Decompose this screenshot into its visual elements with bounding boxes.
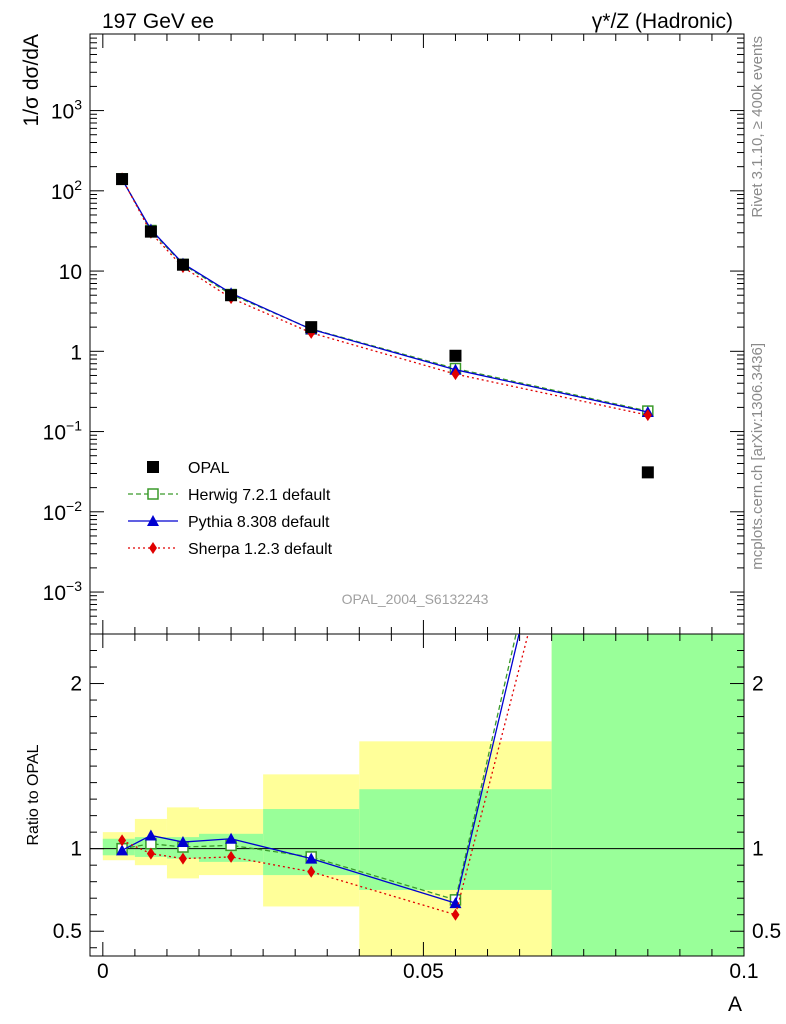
sherpa-main-point <box>451 368 460 381</box>
legend-marker <box>147 488 159 500</box>
sherpa-ratio-point <box>451 908 460 921</box>
sherpa-ratio-point <box>227 850 236 863</box>
y-tick-label: 102 <box>51 177 82 204</box>
series-layer <box>116 172 654 921</box>
y-tick-label: 10−3 <box>43 578 83 605</box>
ratio-panel-frame <box>89 633 745 957</box>
ratio-tick-label-left: 2 <box>70 673 82 696</box>
legend-label: Sherpa 1.2.3 default <box>188 541 333 558</box>
sherpa-ratio-point <box>118 834 127 847</box>
ratio-uncertainty-bands <box>102 634 744 956</box>
pythia-ratio-point <box>449 897 462 909</box>
pythia-ratio-group <box>116 634 520 909</box>
x-tick-label: 0.05 <box>403 960 444 983</box>
opal-data-point <box>305 321 318 334</box>
legend-marker <box>147 515 159 526</box>
stat-uncertainty-band <box>551 634 744 956</box>
opal-data-point <box>144 225 157 238</box>
stat-uncertainty-band <box>263 809 360 876</box>
legend-marker <box>149 542 157 554</box>
pythia-ratio-point <box>225 832 238 844</box>
sherpa-ratio-point <box>178 852 187 865</box>
y-tick-label: 10−2 <box>43 498 83 525</box>
y-tick-label: 10−1 <box>43 418 83 445</box>
ratio-tick-label-right: 0.5 <box>752 920 781 943</box>
ratio-tick-label-right: 1 <box>752 838 764 861</box>
main-y-axis-label: 1/σ dσ/dA <box>20 34 43 126</box>
y-tick-label: 10 <box>59 261 82 284</box>
legend-label: OPAL <box>188 460 230 477</box>
x-axis-label: A <box>728 993 742 1016</box>
legend-label: Herwig 7.2.1 default <box>188 487 331 504</box>
analysis-watermark: OPAL_2004_S6132243 <box>342 591 489 607</box>
pythia-ratio-point <box>116 844 129 856</box>
ratio-panel-axes: 0.5 0.5 1 1 2 2 0 0.05 0.1 <box>53 633 781 983</box>
sherpa-ratio-point <box>307 865 316 878</box>
pythia-main-line <box>121 179 648 413</box>
rivet-version-label: Rivet 3.1.10, ≥ 400k events <box>749 36 766 218</box>
x-tick-label: 0 <box>97 960 109 983</box>
header-right: γ*/Z (Hadronic) <box>592 10 733 33</box>
legend-label: Pythia 8.308 default <box>188 514 330 531</box>
y-tick-label: 103 <box>51 97 82 124</box>
main-panel-axes: 10−3 10−2 10−1 1 10 102 103 <box>43 33 745 635</box>
mcplots-label: mcplots.cern.ch [arXiv:1306.3436] <box>749 343 766 570</box>
opal-data-point <box>225 289 238 302</box>
sherpa-main-line <box>121 178 648 416</box>
stat-uncertainty-band <box>359 789 552 890</box>
ratio-tick-label-right: 2 <box>752 673 764 696</box>
opal-data-point <box>116 173 129 186</box>
legend-marker <box>147 461 159 473</box>
x-tick-label: 0.1 <box>729 960 758 983</box>
herwig-main-line <box>121 178 648 412</box>
pythia-ratio-point <box>144 829 157 841</box>
opal-data-point <box>641 466 654 479</box>
header-left: 197 GeV ee <box>102 10 214 33</box>
ratio-y-axis-label: Ratio to OPAL <box>25 744 42 845</box>
sherpa-main-point <box>643 409 652 422</box>
ratio-tick-label-left: 0.5 <box>53 920 82 943</box>
pythia-ratio-point <box>305 852 318 864</box>
y-tick-label: 1 <box>70 341 82 364</box>
opal-data-point <box>449 349 462 362</box>
sherpa-ratio-point <box>146 847 155 860</box>
sherpa-ratio-group <box>118 634 529 921</box>
pythia-ratio-point <box>176 836 189 848</box>
legend: OPAL Herwig 7.2.1 default Pythia 8.308 def… <box>128 460 333 558</box>
opal-data-point <box>176 258 189 271</box>
ratio-tick-label-left: 1 <box>70 838 82 861</box>
